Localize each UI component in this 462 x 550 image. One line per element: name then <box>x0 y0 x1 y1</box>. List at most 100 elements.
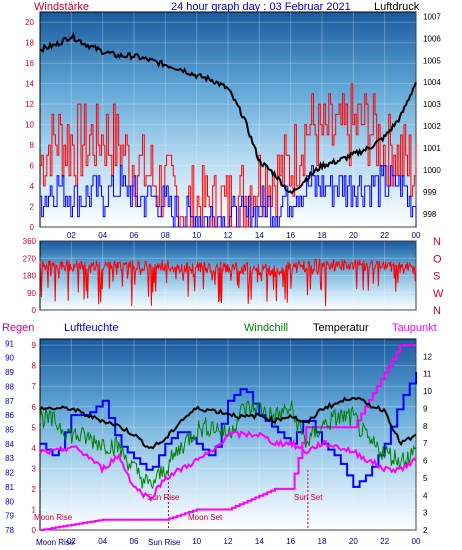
left-title: Windstärke <box>34 1 89 13</box>
wind-speed-series <box>40 165 417 228</box>
rain-tick-label: 1 <box>32 505 37 514</box>
x-tick-label: 12 <box>224 231 233 240</box>
wind-tick-label: 10 <box>25 121 34 130</box>
sun-rise-axis-label: Sun Rise <box>148 538 181 547</box>
rain-tick-label: 9 <box>32 341 37 350</box>
x-tick-label: 22 <box>380 231 389 240</box>
moon-set-label: Moon Set <box>188 513 223 522</box>
humidity-tick-label: 83 <box>5 454 14 463</box>
humidity-tick-label: 79 <box>5 512 14 521</box>
temperature-tick-label: 2 <box>423 526 428 535</box>
legend-windchill: Windchill <box>244 322 288 334</box>
humidity-tick-label: 82 <box>5 469 14 478</box>
humidity-tick-label: 87 <box>5 397 14 406</box>
page-title: 24 hour graph day : 03 Februar 2021 <box>171 1 351 13</box>
x-tick-label: 04 <box>98 231 107 240</box>
pressure-tick-label: 1007 <box>423 12 441 21</box>
rain-tick-label: 8 <box>32 362 37 371</box>
temperature-tick-label: 3 <box>423 509 428 518</box>
x-tick-label-bottom: 18 <box>318 537 327 546</box>
humidity-tick-label: 90 <box>5 354 14 363</box>
moon-rise-axis-label: Moon Rise <box>36 538 75 547</box>
pressure-series <box>39 31 417 195</box>
legend-temperatur: Temperatur <box>313 322 369 334</box>
humidity-tick-label: 91 <box>5 339 14 348</box>
x-tick-label: 02 <box>67 231 76 240</box>
wind-tick-label: 12 <box>25 100 34 109</box>
x-tick-label-bottom: 12 <box>224 537 233 546</box>
sun-rise-label: Sun Rise <box>147 493 180 502</box>
direction-tick-label: 0 <box>32 306 37 315</box>
rain-tick-label: 2 <box>32 485 37 494</box>
direction-compass-label: S <box>433 271 440 283</box>
legend-luftfeuchte: Luftfeuchte <box>64 322 118 334</box>
direction-compass-label: N <box>433 236 441 248</box>
temperature-tick-label: 8 <box>423 422 428 431</box>
x-tick-label-bottom: 14 <box>255 537 264 546</box>
direction-compass-label: N <box>433 305 441 317</box>
temperature-tick-label: 6 <box>423 457 428 466</box>
temperature-tick-label: 9 <box>423 404 428 413</box>
pressure-tick-label: 1001 <box>423 144 441 153</box>
direction-tick-label: 90 <box>27 289 36 298</box>
x-tick-label: 14 <box>255 231 264 240</box>
rain-tick-label: 6 <box>32 403 37 412</box>
temperature-series <box>39 396 417 450</box>
x-tick-label: 20 <box>349 231 358 240</box>
rain-tick-label: 5 <box>32 423 37 432</box>
pressure-tick-label: 998 <box>423 210 437 219</box>
wind-tick-label: 2 <box>30 203 35 212</box>
x-tick-label: 16 <box>286 231 295 240</box>
pressure-tick-label: 1003 <box>423 100 441 109</box>
x-tick-label-bottom: 20 <box>349 537 358 546</box>
x-tick-label: 08 <box>161 231 170 240</box>
wind-direction-series <box>39 258 417 307</box>
rain-tick-label: 0 <box>32 526 37 535</box>
x-tick-label-bottom: 00 <box>412 537 421 546</box>
direction-tick-label: 270 <box>23 254 37 263</box>
pressure-tick-label: 999 <box>423 188 437 197</box>
pressure-tick-label: 1005 <box>423 56 441 65</box>
humidity-tick-label: 84 <box>5 440 14 449</box>
direction-tick-label: 360 <box>23 237 37 246</box>
wind-tick-label: 16 <box>25 59 34 68</box>
temperature-tick-label: 10 <box>423 387 432 396</box>
x-tick-label-bottom: 10 <box>192 537 201 546</box>
wind-tick-label: 20 <box>25 18 34 27</box>
sun-set-label: Sun Set <box>294 493 323 502</box>
temperature-tick-label: 5 <box>423 474 428 483</box>
x-tick-label-bottom: 22 <box>380 537 389 546</box>
rain-tick-label: 4 <box>32 444 37 453</box>
legend-taupunkt: Taupunkt <box>392 322 437 334</box>
humidity-tick-label: 81 <box>5 483 14 492</box>
humidity-tick-label: 80 <box>5 497 14 506</box>
humidity-tick-label: 78 <box>5 526 14 535</box>
direction-compass-label: O <box>433 253 442 265</box>
wind-tick-label: 4 <box>30 182 35 191</box>
legend-regen: Regen <box>2 322 34 334</box>
temperature-tick-label: 12 <box>423 352 432 361</box>
direction-compass-label: W <box>433 288 444 300</box>
wind-tick-label: 8 <box>30 141 35 150</box>
pressure-tick-label: 1000 <box>423 166 441 175</box>
rain-series <box>40 344 416 531</box>
right-title: Luftdruck <box>374 1 420 13</box>
x-tick-label: 18 <box>318 231 327 240</box>
x-tick-label-bottom: 02 <box>67 537 76 546</box>
moon-rise-label: Moon Rise <box>34 513 73 522</box>
rain-tick-label: 7 <box>32 382 37 391</box>
pressure-tick-label: 1006 <box>423 34 441 43</box>
x-tick-label: 10 <box>192 231 201 240</box>
temperature-tick-label: 7 <box>423 439 428 448</box>
wind-tick-label: 0 <box>30 223 35 232</box>
humidity-tick-label: 85 <box>5 425 14 434</box>
humidity-tick-label: 88 <box>5 382 14 391</box>
wind-tick-label: 6 <box>30 162 35 171</box>
dewpoint-series <box>39 430 417 502</box>
x-tick-label-bottom: 04 <box>98 537 107 546</box>
humidity-series <box>40 372 417 488</box>
x-tick-label-bottom: 06 <box>130 537 139 546</box>
x-tick-label-bottom: 16 <box>286 537 295 546</box>
